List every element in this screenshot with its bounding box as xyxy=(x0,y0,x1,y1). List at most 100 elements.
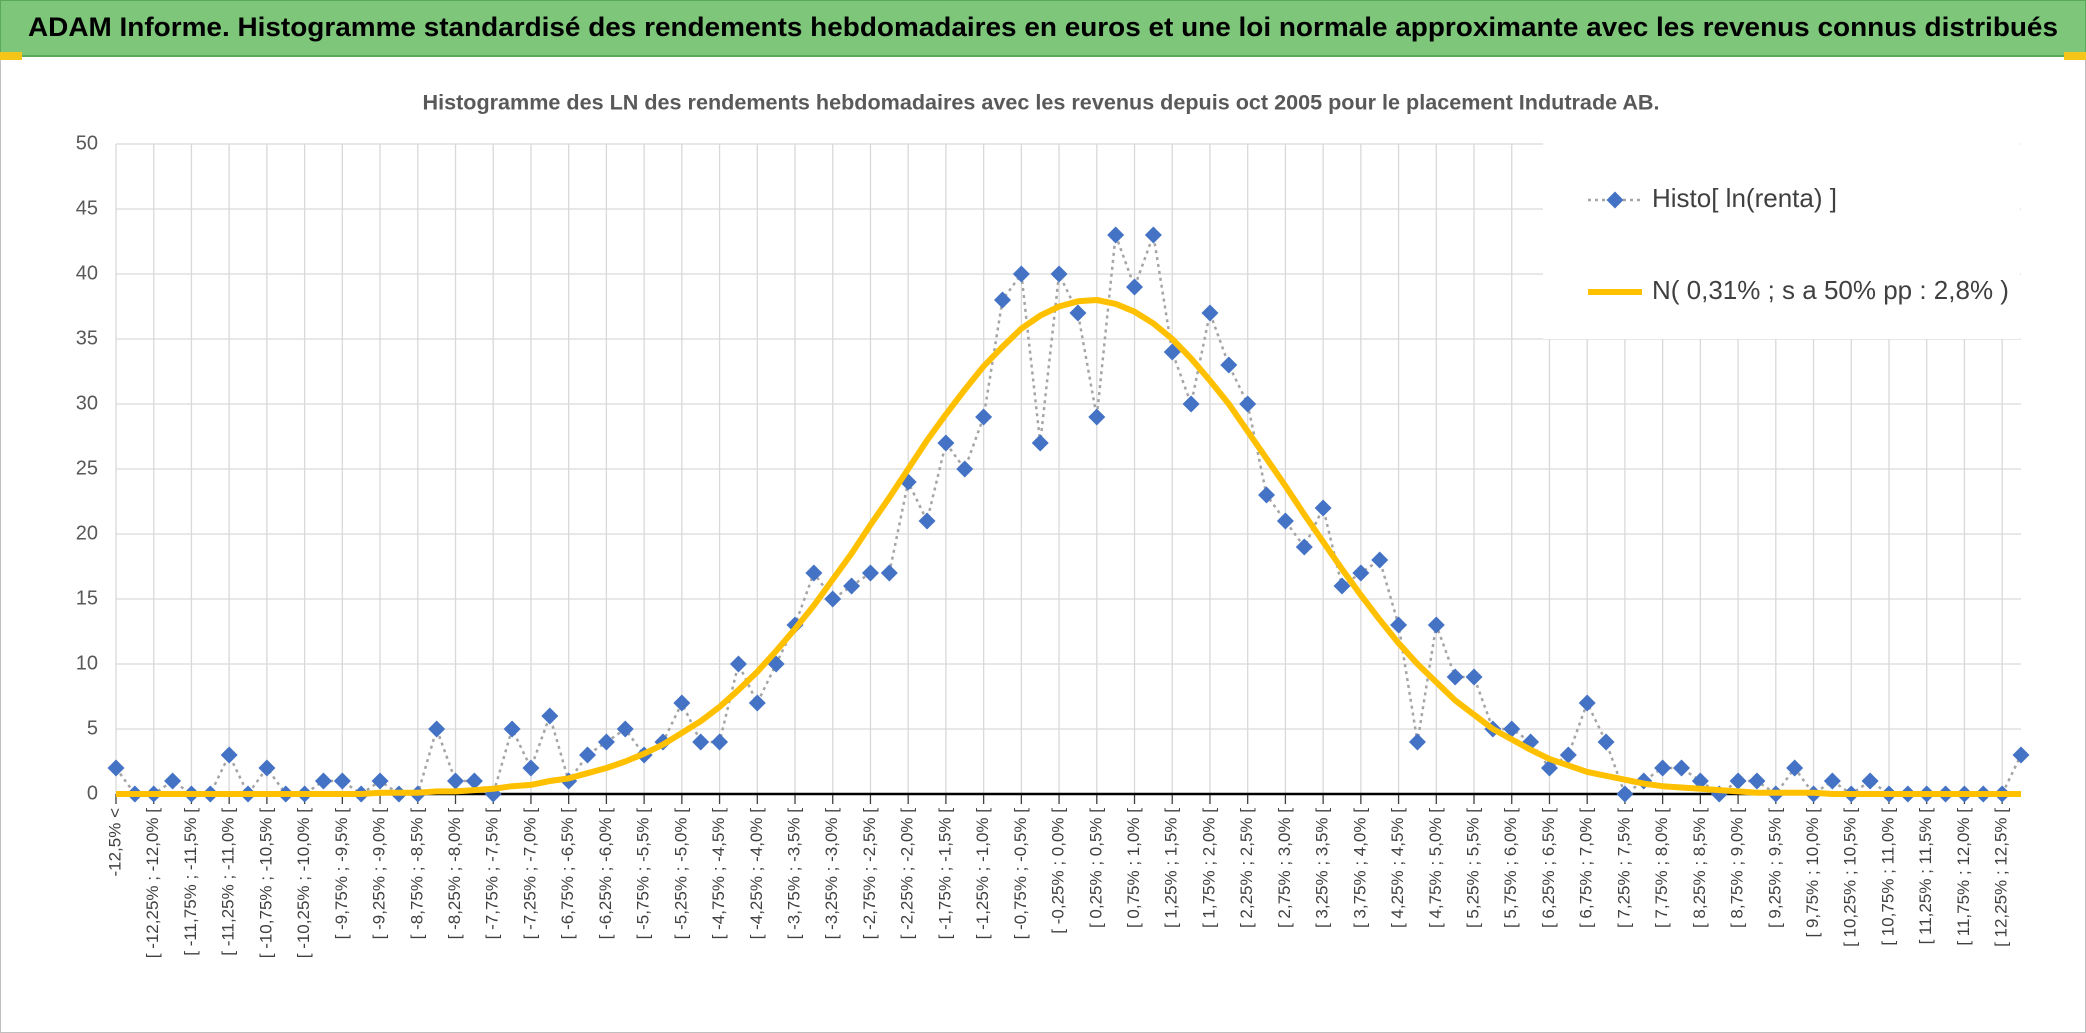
y-tick-label: 45 xyxy=(76,197,98,219)
x-tick-label: [ -9,25% ; -9,0% [ xyxy=(370,808,389,940)
data-point xyxy=(956,460,974,478)
x-tick-label: [ 0,25% ; 0,5% [ xyxy=(1086,808,1105,928)
data-point xyxy=(1031,434,1049,452)
x-tick-label: [ 5,25% ; 5,5% [ xyxy=(1464,808,1483,928)
data-point xyxy=(1786,759,1804,777)
data-point xyxy=(1446,668,1464,686)
x-tick-label: [ 1,25% ; 1,5% [ xyxy=(1162,808,1181,928)
x-tick-label: [ -6,75% ; -6,5% [ xyxy=(558,808,577,940)
data-point xyxy=(333,772,351,790)
data-point xyxy=(465,772,483,790)
data-point xyxy=(1144,226,1162,244)
x-tick-label: [ 10,25% ; 10,5% [ xyxy=(1841,808,1860,947)
x-tick-label: [ -10,75% ; -10,5% [ xyxy=(256,808,275,959)
data-point xyxy=(937,434,955,452)
x-tick-label: [ 8,25% ; 8,5% [ xyxy=(1690,808,1709,928)
legend-marker xyxy=(1606,191,1624,209)
x-tick-label: [ -11,25% ; -11,0% [ xyxy=(219,808,238,956)
x-tick-label: [ -8,25% ; -8,0% [ xyxy=(445,808,464,940)
x-tick-label: [ -0,75% ; -0,5% [ xyxy=(1011,808,1030,940)
data-point xyxy=(1163,343,1181,361)
x-tick-label: [ -11,75% ; -11,5% [ xyxy=(181,808,200,956)
data-point xyxy=(1069,304,1087,322)
data-point xyxy=(1107,226,1125,244)
x-tick-label: [ 11,25% ; 11,5% [ xyxy=(1916,808,1935,945)
data-point xyxy=(1672,759,1690,777)
y-tick-label: 35 xyxy=(76,327,98,349)
y-tick-label: 50 xyxy=(76,132,98,154)
x-tick-label: [ -9,75% ; -9,5% [ xyxy=(332,808,351,940)
x-tick-label: [ -4,25% ; -4,0% [ xyxy=(747,808,766,940)
data-point xyxy=(258,759,276,777)
series-line xyxy=(114,233,2023,796)
data-point xyxy=(729,655,747,673)
data-point xyxy=(597,733,615,751)
x-tick-label: -12,5% < xyxy=(105,808,124,877)
data-point xyxy=(824,590,842,608)
data-point xyxy=(1578,694,1596,712)
x-tick-label: [ -2,25% ; -2,0% [ xyxy=(898,808,917,940)
x-tick-label: [ -3,75% ; -3,5% [ xyxy=(784,808,803,940)
data-point xyxy=(692,733,710,751)
data-point xyxy=(861,564,879,582)
x-tick-label: [ 12,25% ; 12,5% [ xyxy=(1992,808,2011,947)
x-tick-label: [ 7,75% ; 8,0% [ xyxy=(1652,808,1671,928)
data-point xyxy=(1182,395,1200,413)
x-tick-label: [ 11,75% ; 12,0% [ xyxy=(1954,808,1973,946)
data-point xyxy=(748,694,766,712)
data-point xyxy=(1050,265,1068,283)
data-point xyxy=(1654,759,1672,777)
data-point xyxy=(1314,499,1332,517)
y-tick-label: 10 xyxy=(76,652,98,674)
x-tick-label: [ 6,25% ; 6,5% [ xyxy=(1539,808,1558,928)
x-tick-label: [ -10,25% ; -10,0% [ xyxy=(294,808,313,959)
x-tick-label: [ -7,75% ; -7,5% [ xyxy=(483,808,502,940)
x-tick-label: [ 5,75% ; 6,0% [ xyxy=(1501,808,1520,928)
x-tick-label: [ -0,25% ; 0,0% [ xyxy=(1049,808,1068,934)
x-tick-label: [ 8,75% ; 9,0% [ xyxy=(1728,808,1747,928)
data-point xyxy=(371,772,389,790)
y-tick-label: 15 xyxy=(76,587,98,609)
data-point xyxy=(975,408,993,426)
x-tick-label: [ 10,75% ; 11,0% [ xyxy=(1878,808,1897,946)
data-point xyxy=(579,746,597,764)
x-tick-label: [ 2,75% ; 3,0% [ xyxy=(1275,808,1294,928)
data-point xyxy=(1352,564,1370,582)
legend-label: N( 0,31% ; s a 50% pp : 2,8% ) xyxy=(1652,275,2009,305)
header-bar xyxy=(0,0,2086,57)
data-point xyxy=(1088,408,1106,426)
data-point xyxy=(1201,304,1219,322)
data-point xyxy=(1823,772,1841,790)
data-point xyxy=(1691,772,1709,790)
data-point xyxy=(1597,733,1615,751)
corner-tab xyxy=(0,52,22,60)
data-point xyxy=(843,577,861,595)
y-tick-label: 30 xyxy=(76,392,98,414)
data-point xyxy=(1333,577,1351,595)
x-tick-label: [ 3,25% ; 3,5% [ xyxy=(1313,808,1332,928)
data-point xyxy=(1861,772,1879,790)
x-tick-label: [ 4,25% ; 4,5% [ xyxy=(1388,808,1407,928)
data-point xyxy=(1276,512,1294,530)
data-point xyxy=(1390,616,1408,634)
data-point xyxy=(1540,759,1558,777)
data-point xyxy=(447,772,465,790)
data-point xyxy=(1616,785,1634,803)
data-point xyxy=(673,694,691,712)
x-tick-label: [ -1,75% ; -1,5% [ xyxy=(935,808,954,940)
data-point xyxy=(503,720,521,738)
data-point xyxy=(1427,616,1445,634)
x-tick-label: [ 7,25% ; 7,5% [ xyxy=(1614,808,1633,928)
data-point xyxy=(1559,746,1577,764)
legend-label: Histo[ ln(renta) ] xyxy=(1652,183,1837,213)
data-point xyxy=(1220,356,1238,374)
chart-title: Histogramme des LN des rendements hebdom… xyxy=(423,92,1660,115)
data-point xyxy=(880,564,898,582)
y-tick-label: 20 xyxy=(76,522,98,544)
data-point xyxy=(428,720,446,738)
data-point xyxy=(1465,668,1483,686)
x-tick-label: [ -5,75% ; -5,5% [ xyxy=(634,808,653,940)
x-tick-label: [ 2,25% ; 2,5% [ xyxy=(1237,808,1256,928)
x-tick-label: [ -4,75% ; -4,5% [ xyxy=(709,808,728,940)
